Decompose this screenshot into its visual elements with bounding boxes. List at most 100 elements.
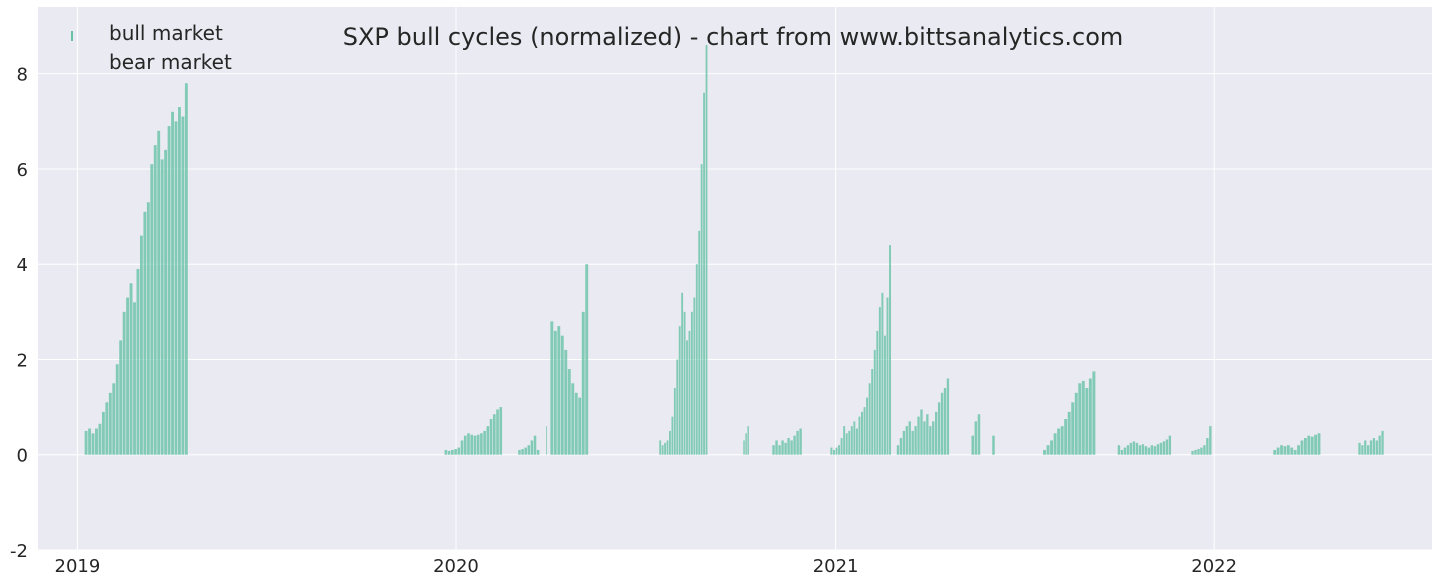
bull-bar [101, 411, 105, 455]
bull-bar [695, 264, 698, 455]
bull-bar [1203, 445, 1206, 455]
bull-bar [693, 297, 696, 455]
bull-bar [1191, 450, 1194, 455]
bull-bar [567, 369, 571, 455]
bull-bar [1046, 445, 1050, 455]
bull-bar [778, 445, 781, 455]
bull-bar [1381, 430, 1384, 455]
legend-label-bear: bear market [109, 50, 232, 74]
bull-bar [1123, 447, 1127, 455]
bull-bar [1156, 444, 1160, 455]
bull-bar [1050, 440, 1054, 455]
bull-bar [929, 426, 932, 455]
bull-bar [871, 369, 874, 455]
bull-bar [1280, 445, 1283, 455]
bull-bar [489, 419, 493, 455]
bull-bar [855, 428, 858, 455]
y-tick-labels: -2 0 2 4 6 8 [10, 65, 28, 562]
x-tick-label: 2020 [433, 556, 479, 577]
bull-bar [793, 435, 796, 455]
y-tick-label: 6 [17, 160, 28, 181]
bull-bar [796, 430, 799, 455]
bull-bar [705, 45, 708, 455]
bull-bar [1092, 371, 1096, 455]
bars-layer [84, 45, 1384, 455]
bull-bar [772, 445, 775, 455]
bull-bar [832, 449, 835, 455]
bull-bar [447, 450, 451, 455]
bull-bar [574, 392, 578, 455]
bull-bar [84, 430, 88, 455]
bull-bar [483, 430, 486, 455]
bull-bar [1126, 445, 1130, 455]
bull-bar [451, 449, 454, 455]
bull-bar [1276, 447, 1280, 455]
bull-bar [91, 433, 95, 455]
bull-bar [486, 426, 490, 455]
bull-bar [160, 159, 164, 455]
bull-bar [853, 421, 856, 455]
bull-bar [181, 116, 185, 455]
bull-bar [444, 449, 448, 455]
bull-bar [136, 268, 140, 455]
bull-bar [470, 434, 474, 455]
bull-bar [1159, 442, 1163, 455]
bull-bar [1314, 434, 1318, 455]
bull-bar [524, 447, 527, 455]
x-tick-label: 2019 [55, 556, 101, 577]
bull-bar [1372, 438, 1376, 455]
bull-bar [917, 416, 920, 455]
bull-bar [533, 435, 537, 455]
y-tick-label: 0 [17, 446, 28, 467]
bull-bar [1085, 388, 1089, 455]
bull-bar [1194, 449, 1197, 455]
bull-bar [899, 438, 903, 455]
bull-bar [1150, 445, 1154, 455]
bull-bar [476, 434, 480, 455]
bull-bar [703, 92, 705, 455]
bull-bar [878, 307, 881, 455]
x-tick-label: 2021 [813, 556, 859, 577]
bull-bar [848, 430, 851, 455]
bull-bar [1057, 428, 1061, 455]
bull-bar [908, 421, 911, 455]
bull-bar [838, 445, 841, 455]
bull-bar [571, 383, 575, 455]
bull-bar [946, 378, 950, 455]
bull-bar [1209, 426, 1212, 455]
bull-bar [923, 421, 926, 455]
bull-bar [700, 164, 703, 455]
bull-bar [178, 107, 181, 455]
bull-bar [457, 447, 461, 455]
bull-bar [799, 428, 802, 455]
bull-bar [1286, 445, 1290, 455]
bull-bar [1364, 440, 1367, 455]
bull-bar [686, 340, 688, 455]
bull-bar [775, 440, 778, 455]
bull-bar [678, 326, 681, 455]
bull-bar [546, 426, 548, 455]
bull-bar [119, 340, 123, 455]
bull-bar [1358, 442, 1361, 455]
bull-bar [1120, 449, 1124, 455]
bull-bar [467, 433, 470, 455]
bull-bar [671, 416, 674, 455]
bull-bar [1290, 447, 1294, 455]
bull-bar [863, 407, 866, 455]
bull-bar [845, 433, 848, 455]
bull-bar [1361, 445, 1364, 455]
bull-bar [496, 409, 499, 455]
bull-bar [1303, 438, 1307, 455]
bull-bar [108, 392, 112, 455]
legend-label-bull: bull market [109, 21, 223, 45]
bull-bar [1297, 445, 1300, 455]
bull-bar [492, 414, 496, 455]
bull-bar [133, 302, 136, 455]
bull-bar [1088, 378, 1092, 455]
bull-bar [115, 364, 119, 455]
bull-bar [1117, 445, 1121, 455]
y-tick-label: -2 [10, 541, 28, 562]
bull-bar [578, 397, 582, 455]
bull-bar [858, 416, 861, 455]
